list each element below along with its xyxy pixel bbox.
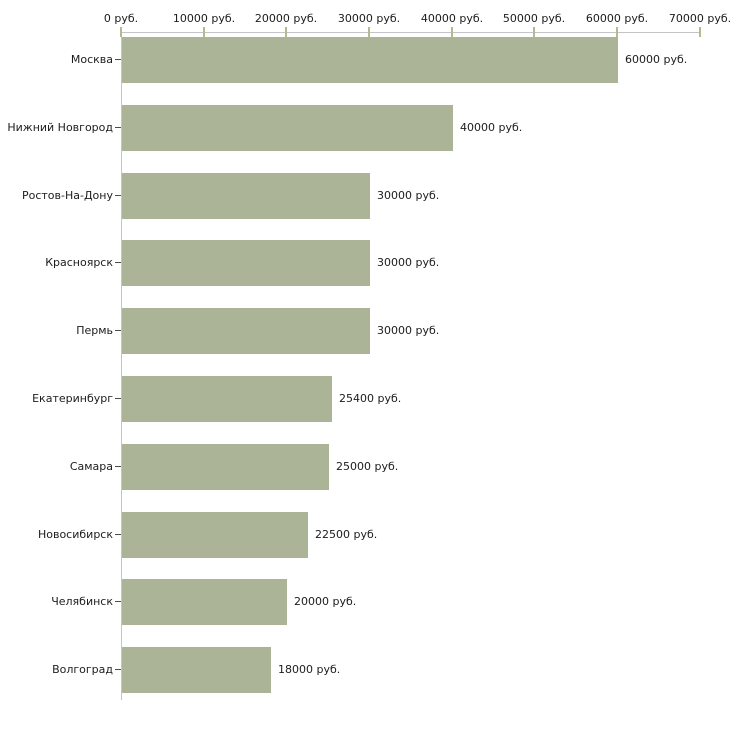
x-axis-tick	[616, 27, 618, 37]
x-axis-tick	[120, 27, 122, 37]
x-axis-tick-label: 30000 руб.	[337, 12, 401, 25]
x-axis-tick	[203, 27, 205, 37]
x-axis-tick	[533, 27, 535, 37]
value-label: 20000 руб.	[294, 595, 357, 608]
value-label: 30000 руб.	[377, 189, 440, 202]
y-axis-line	[121, 32, 122, 700]
value-label: 40000 руб.	[460, 121, 523, 134]
category-label: Челябинск	[51, 595, 113, 608]
category-label: Ростов-На-Дону	[21, 189, 113, 202]
bar	[122, 37, 618, 83]
bar	[122, 512, 308, 558]
y-axis-tick	[115, 534, 121, 535]
category-label: Екатеринбург	[32, 392, 113, 405]
value-label: 30000 руб.	[377, 256, 440, 269]
category-label: Волгоград	[52, 663, 113, 676]
bar	[122, 444, 329, 490]
bar	[122, 579, 287, 625]
value-label: 22500 руб.	[315, 528, 378, 541]
x-axis-tick	[368, 27, 370, 37]
value-label: 25000 руб.	[336, 460, 399, 473]
category-label: Москва	[70, 53, 113, 66]
value-label: 60000 руб.	[625, 53, 688, 66]
bar	[122, 105, 453, 151]
y-axis-tick	[115, 669, 121, 670]
y-axis-tick	[115, 195, 121, 196]
x-axis-tick-label: 0 руб.	[103, 12, 139, 25]
x-axis-tick-label: 20000 руб.	[254, 12, 318, 25]
bar	[122, 376, 332, 422]
x-axis-line	[121, 32, 700, 33]
x-axis-tick-label: 50000 руб.	[502, 12, 566, 25]
category-label: Красноярск	[45, 256, 113, 269]
category-label: Новосибирск	[37, 528, 113, 541]
value-label: 30000 руб.	[377, 324, 440, 337]
y-axis-tick	[115, 330, 121, 331]
bar	[122, 308, 370, 354]
category-label: Пермь	[76, 324, 113, 337]
y-axis-tick	[115, 398, 121, 399]
category-label: Нижний Новгород	[7, 121, 113, 134]
x-axis-tick	[699, 27, 701, 37]
x-axis-tick-label: 40000 руб.	[420, 12, 484, 25]
bar	[122, 173, 370, 219]
bar	[122, 240, 370, 286]
y-axis-tick	[115, 601, 121, 602]
x-axis-tick-label: 10000 руб.	[172, 12, 236, 25]
y-axis-tick	[115, 262, 121, 263]
category-label: Самара	[69, 460, 113, 473]
x-axis-tick-label: 60000 руб.	[585, 12, 649, 25]
x-axis-tick-label: 70000 руб.	[668, 12, 730, 25]
x-axis-tick	[451, 27, 453, 37]
value-label: 25400 руб.	[339, 392, 402, 405]
bar	[122, 647, 271, 693]
y-axis-tick	[115, 127, 121, 128]
y-axis-tick	[115, 466, 121, 467]
value-label: 18000 руб.	[278, 663, 341, 676]
x-axis-tick	[285, 27, 287, 37]
y-axis-tick	[115, 59, 121, 60]
